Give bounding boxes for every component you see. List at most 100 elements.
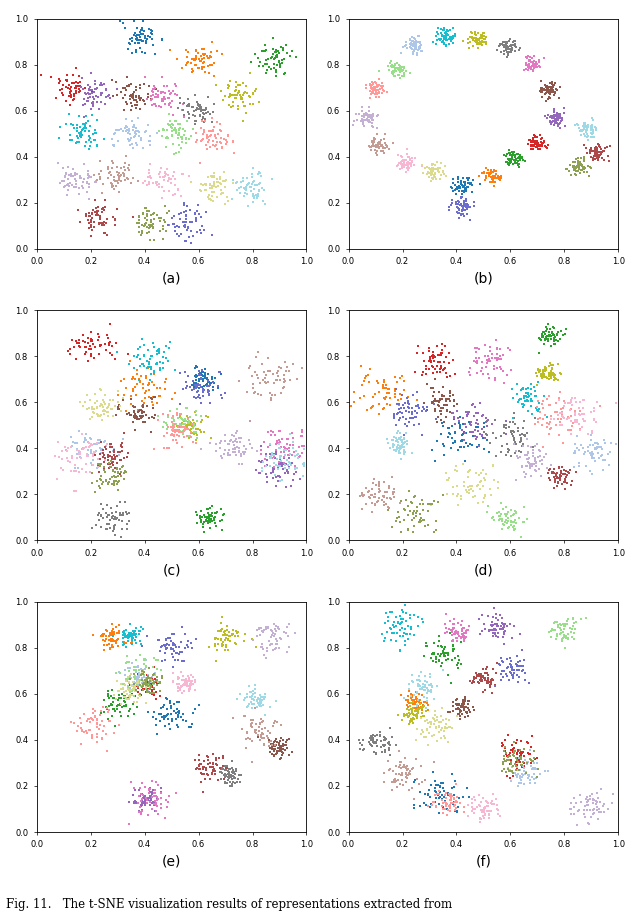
Point <box>269 742 279 757</box>
Point <box>457 624 467 638</box>
Point <box>107 639 117 654</box>
Point <box>396 493 406 507</box>
Point <box>545 82 555 97</box>
Point <box>427 359 437 374</box>
Point <box>230 176 241 191</box>
Point <box>451 624 461 638</box>
Point <box>588 451 598 465</box>
Point <box>256 388 266 403</box>
Point <box>180 674 190 689</box>
Point <box>91 518 101 532</box>
Point <box>457 706 467 721</box>
Point <box>275 738 285 753</box>
Point <box>503 41 513 56</box>
Point <box>112 498 122 513</box>
Point <box>223 81 233 95</box>
Point <box>457 627 467 641</box>
Point <box>404 610 415 625</box>
Point <box>456 204 467 219</box>
Point <box>209 69 219 83</box>
Point <box>508 671 518 685</box>
Point <box>519 390 529 405</box>
Point <box>525 461 535 475</box>
Point <box>369 745 380 759</box>
Point <box>180 204 191 219</box>
Point <box>80 334 90 349</box>
Point <box>159 697 170 712</box>
Point <box>195 757 205 771</box>
Point <box>553 113 563 127</box>
Point <box>86 409 97 424</box>
Point <box>436 345 447 360</box>
Point <box>275 458 285 473</box>
Point <box>71 61 81 76</box>
Point <box>79 435 89 450</box>
Point <box>148 205 159 220</box>
Point <box>60 440 70 454</box>
Point <box>110 213 120 227</box>
Point <box>131 683 141 698</box>
Point <box>495 507 506 521</box>
Point <box>159 165 170 180</box>
Point <box>166 171 177 186</box>
Point <box>409 701 419 715</box>
Point <box>403 415 413 430</box>
Point <box>257 447 267 462</box>
Point <box>212 505 222 519</box>
Point <box>502 753 513 768</box>
Point <box>452 404 462 419</box>
Point <box>162 205 172 220</box>
Point <box>463 469 473 484</box>
Point <box>519 515 529 529</box>
Point <box>415 799 425 813</box>
Point <box>174 647 184 661</box>
Point <box>429 494 439 508</box>
Point <box>92 461 102 475</box>
Point <box>506 748 516 763</box>
Point <box>590 143 600 158</box>
Point <box>254 95 264 110</box>
Point <box>358 733 368 747</box>
Point <box>384 740 394 755</box>
Point <box>140 793 150 808</box>
Point <box>95 459 105 474</box>
Point <box>207 767 217 781</box>
Point <box>52 472 63 486</box>
Point <box>422 713 432 727</box>
Point <box>456 207 466 222</box>
Point <box>512 659 522 673</box>
Point <box>89 220 99 234</box>
Point <box>159 345 170 360</box>
Point <box>459 195 469 210</box>
Point <box>282 360 292 375</box>
Point <box>502 45 513 60</box>
Point <box>483 796 493 811</box>
Point <box>492 474 502 489</box>
Point <box>434 796 444 811</box>
Point <box>418 345 428 360</box>
Point <box>153 675 163 690</box>
Point <box>444 720 454 735</box>
Point <box>271 479 281 494</box>
Point <box>538 324 548 339</box>
Point <box>423 737 433 752</box>
Point <box>275 454 285 469</box>
Point <box>380 730 390 745</box>
Point <box>408 798 419 812</box>
Point <box>125 88 136 103</box>
Point <box>397 150 408 165</box>
Point <box>125 690 135 704</box>
Point <box>552 479 562 494</box>
Point <box>128 627 138 642</box>
Point <box>220 165 230 180</box>
Point <box>406 689 417 703</box>
Point <box>163 712 173 726</box>
Point <box>113 455 123 470</box>
Point <box>455 418 465 432</box>
Point <box>197 114 207 128</box>
Point <box>533 136 543 150</box>
Point <box>464 463 474 478</box>
Point <box>427 680 437 694</box>
Point <box>162 130 172 145</box>
Point <box>397 158 408 172</box>
